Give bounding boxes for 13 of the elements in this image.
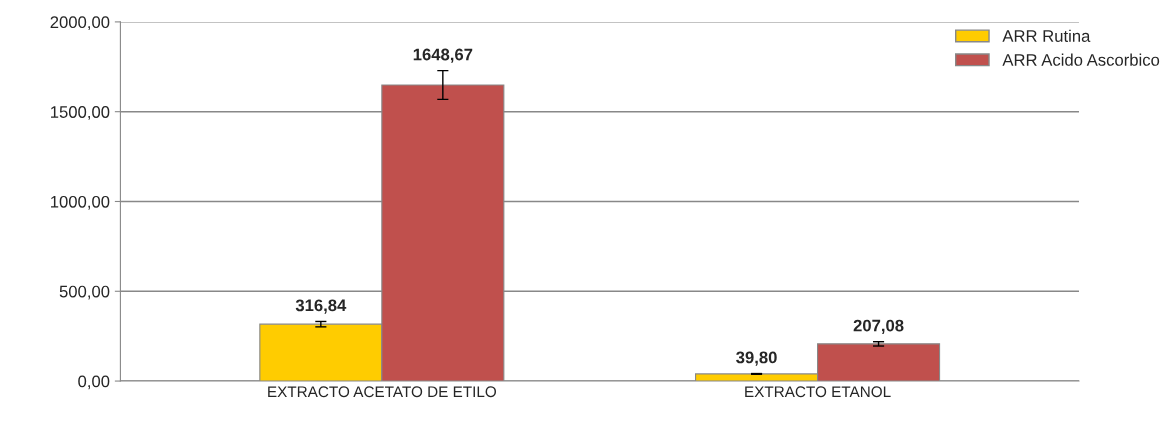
y-tick-label: 500,00 [59,285,110,300]
x-tick-label: EXTRACTO ACETATO DE ETILO [268,386,497,398]
data-label: 207,08 [853,319,904,334]
y-tick-label: 0,00 [78,375,110,390]
x-tick-label: EXTRACTO ETANOL [745,386,891,398]
data-label: 316,84 [295,299,347,314]
y-tick-label: 1500,00 [51,106,110,120]
y-tick-label: 1000,00 [51,195,110,210]
y-tick-label: 2000,00 [50,16,110,31]
data-label: 39,80 [736,351,777,366]
legend-label: ARR Acido Ascorbico [1002,53,1160,66]
legend-label: ARR Rutina [1002,29,1091,42]
data-label: 1648,67 [413,48,473,63]
